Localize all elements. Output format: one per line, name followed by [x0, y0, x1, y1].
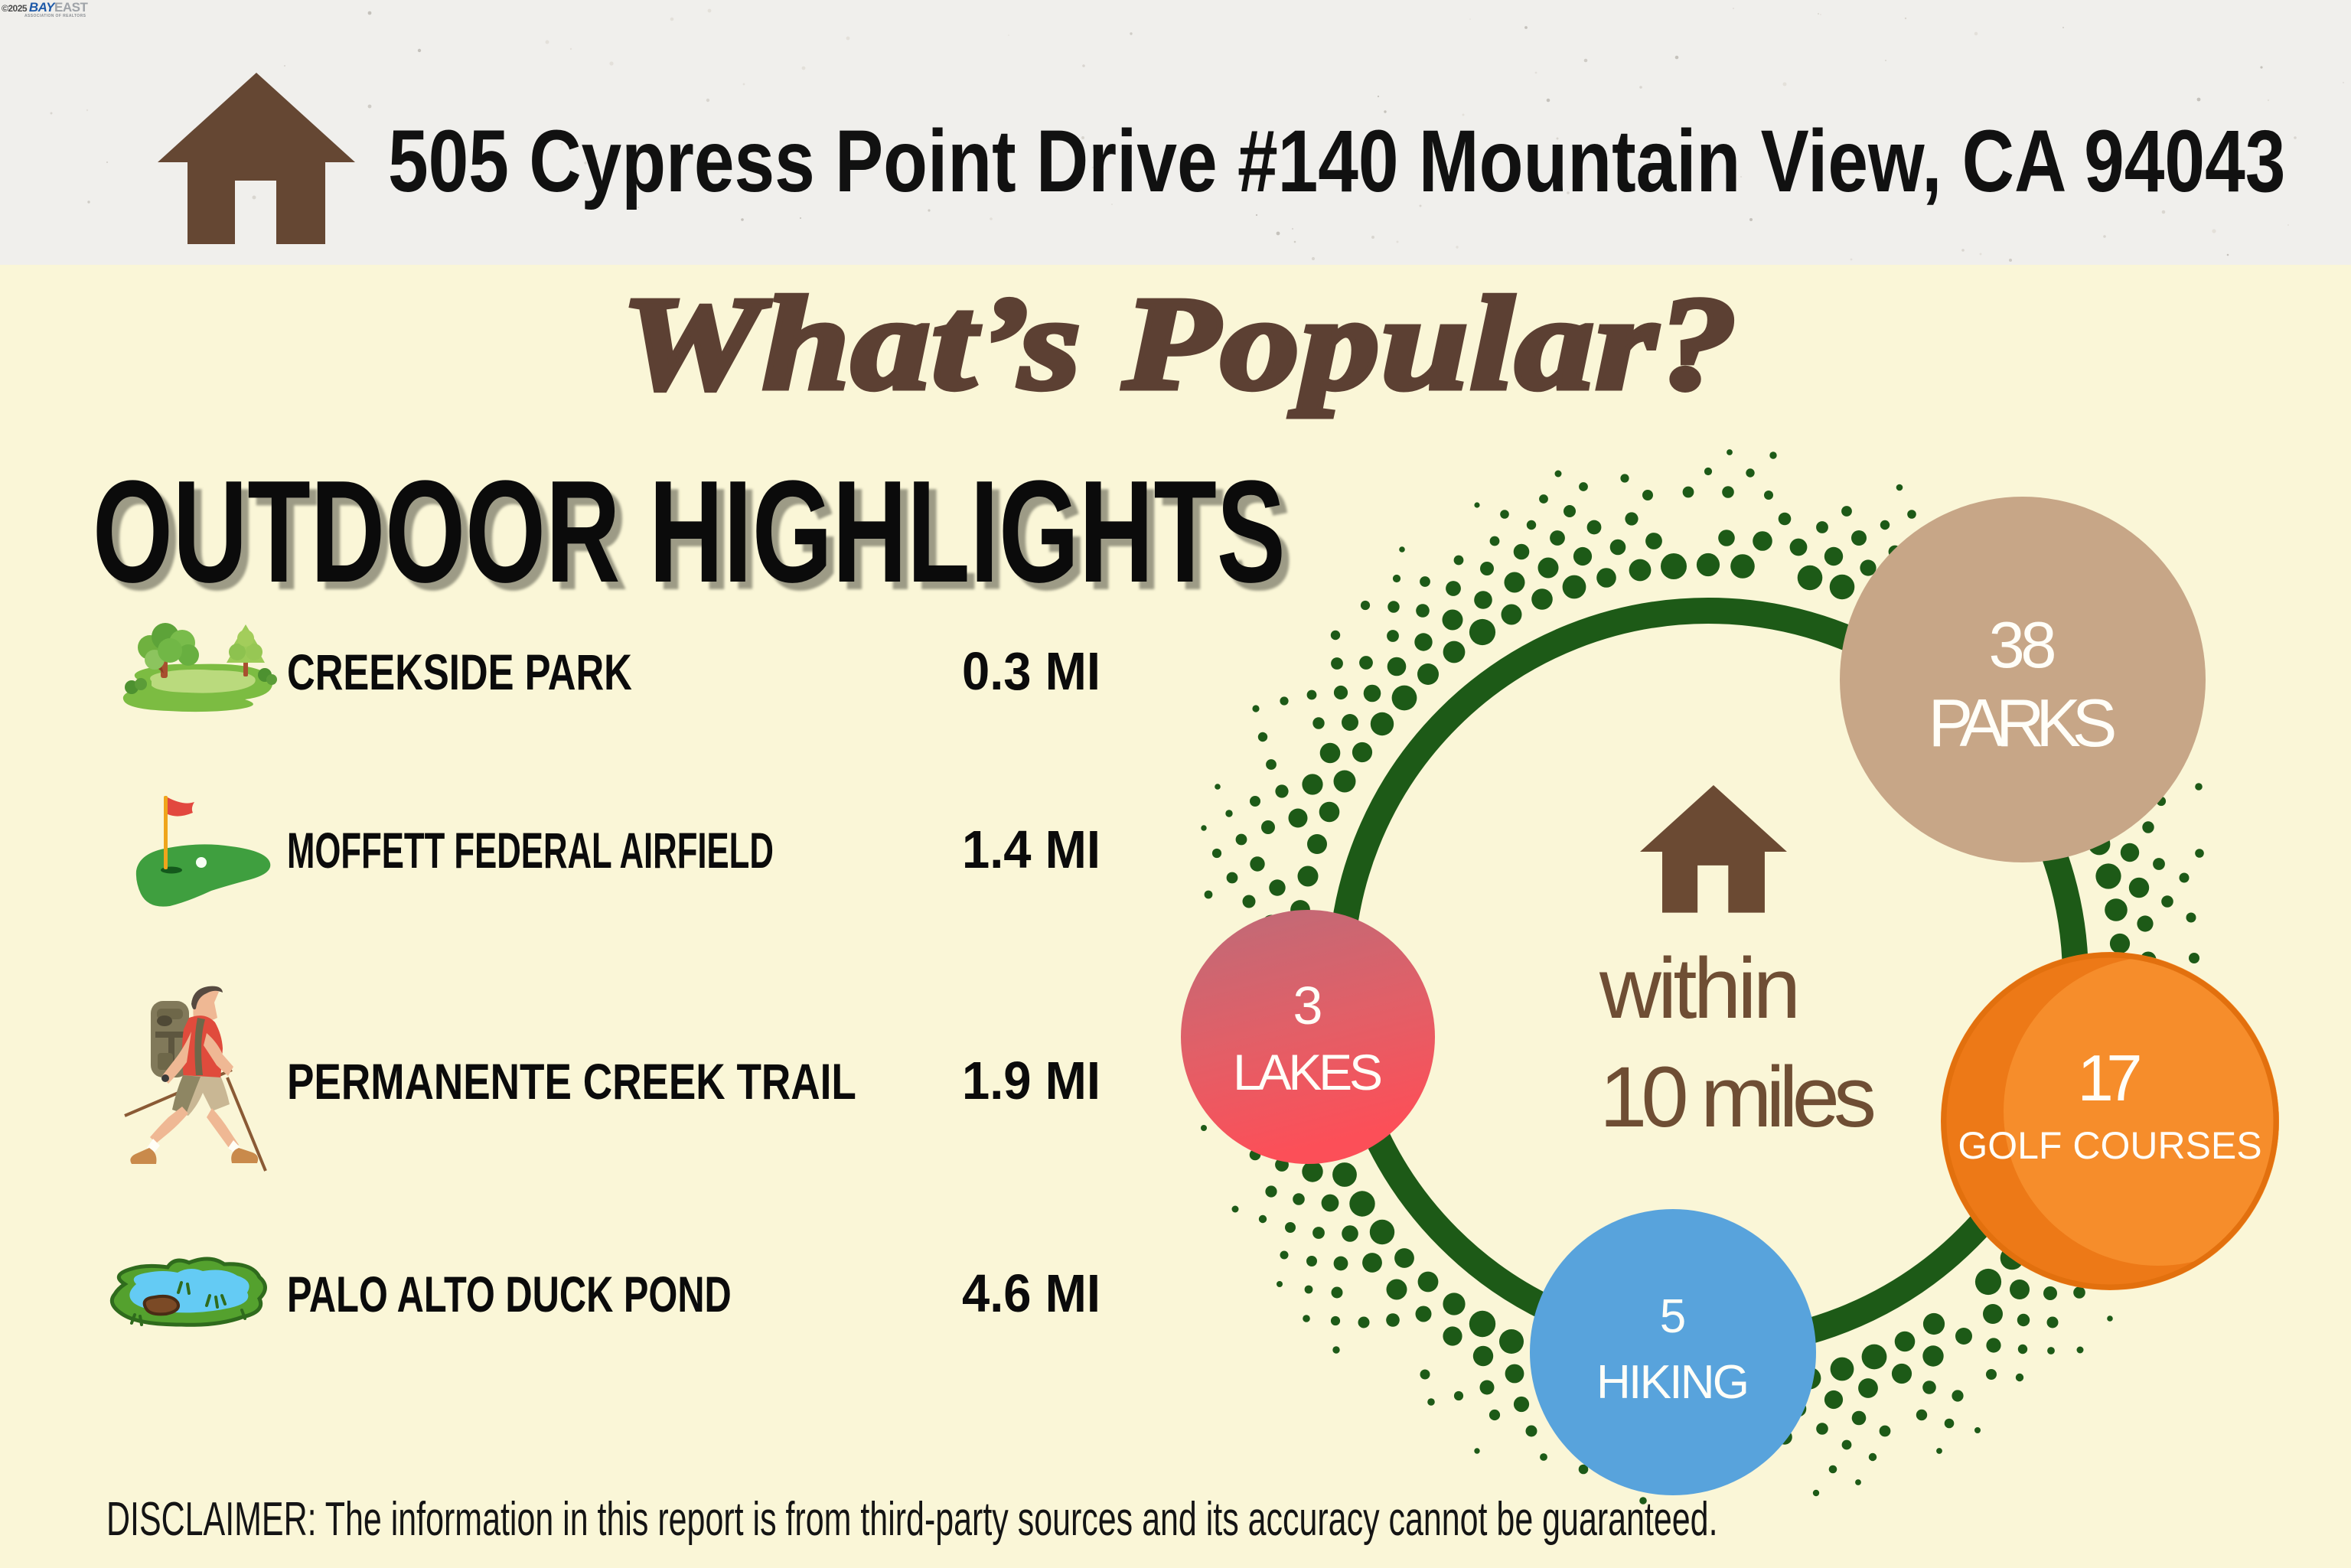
- svg-text:within: within: [1599, 940, 1801, 1036]
- svg-text:HIKING: HIKING: [1596, 1356, 1749, 1409]
- svg-text:3: 3: [1293, 976, 1323, 1035]
- svg-text:LAKES: LAKES: [1233, 1044, 1383, 1100]
- svg-text:GOLF COURSES: GOLF COURSES: [1958, 1124, 2261, 1167]
- svg-text:38: 38: [1989, 609, 2057, 682]
- svg-text:10 miles: 10 miles: [1599, 1049, 1877, 1145]
- svg-text:PARKS: PARKS: [1929, 685, 2118, 761]
- svg-text:5: 5: [1660, 1290, 1686, 1343]
- svg-text:17: 17: [2078, 1042, 2143, 1115]
